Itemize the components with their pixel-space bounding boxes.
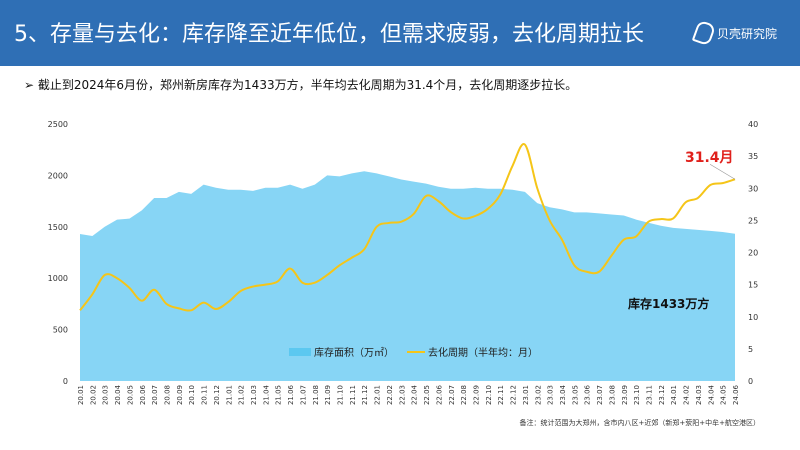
x-tick: 23.02 <box>534 385 542 405</box>
x-tick: 20.03 <box>102 385 110 405</box>
x-tick: 20.12 <box>213 385 221 405</box>
x-tick: 20.11 <box>201 385 209 405</box>
x-tick: 21.08 <box>312 385 320 405</box>
annotation-inventory: 库存1433万方 <box>628 296 709 311</box>
x-tick: 22.11 <box>497 385 505 405</box>
x-tick: 20.10 <box>188 385 196 405</box>
subtitle: ➢ 截止到2024年6月份，郑州新房库存为1433万方，半年均去化周期为31.4… <box>24 78 578 92</box>
x-tick: 23.04 <box>559 384 567 405</box>
x-tick: 22.02 <box>386 385 394 405</box>
yleft-tick: 2500 <box>48 120 68 129</box>
x-tick: 24.01 <box>670 385 678 405</box>
x-tick: 21.04 <box>262 384 270 405</box>
x-tick: 23.03 <box>547 385 555 405</box>
x-tick: 21.03 <box>250 385 258 405</box>
x-tick: 21.11 <box>349 385 357 405</box>
x-tick: 21.02 <box>238 385 246 405</box>
x-tick: 22.04 <box>411 384 419 405</box>
yright-tick: 15 <box>748 281 758 290</box>
x-tick: 23.06 <box>584 384 592 405</box>
x-tick: 22.10 <box>485 385 493 405</box>
x-tick: 22.01 <box>374 385 382 405</box>
chart: 0 500 1000 1500 2000 2500 0 5 10 15 20 25 30 35 40 20.0… <box>48 120 759 405</box>
x-tick: 22.07 <box>448 385 456 405</box>
x-tick: 22.06 <box>435 384 443 405</box>
legend-line-label: 去化周期（半年均：月） <box>428 346 538 359</box>
yright-tick: 40 <box>748 120 758 129</box>
x-tick: 20.09 <box>176 385 184 405</box>
x-tick: 22.03 <box>398 385 406 405</box>
footnote: 备注：统计范围为大郑州，含市内八区+近郊（新郑+荥阳+中牟+航空港区） <box>519 419 760 427</box>
x-tick: 24.03 <box>695 385 703 405</box>
x-tick: 20.04 <box>114 384 122 405</box>
x-tick: 21.01 <box>225 385 233 405</box>
x-tick: 24.05 <box>720 385 728 405</box>
yright-tick: 5 <box>748 345 753 354</box>
x-tick: 20.07 <box>151 385 159 405</box>
annotation-leader <box>709 163 736 180</box>
x-tick: 22.05 <box>423 385 431 405</box>
x-tick: 20.08 <box>164 385 172 405</box>
page-title: 5、存量与去化：库存降至近年低位，但需求疲弱，去化周期拉长 <box>14 22 644 47</box>
x-tick: 21.06 <box>287 384 295 405</box>
x-tick: 24.04 <box>707 384 715 405</box>
yleft-tick: 1500 <box>48 223 68 232</box>
x-tick: 21.12 <box>361 385 369 405</box>
yleft-tick: 0 <box>63 377 68 386</box>
annotation-cycle: 31.4月 <box>685 150 734 166</box>
yright-tick: 0 <box>748 377 753 386</box>
legend-area-swatch <box>289 348 311 356</box>
x-tick: 23.05 <box>571 385 579 405</box>
x-tick: 23.08 <box>608 385 616 405</box>
logo: 贝壳研究院 <box>691 19 778 47</box>
x-tick: 24.06 <box>732 384 740 405</box>
x-tick: 22.08 <box>460 385 468 405</box>
yleft-tick: 2000 <box>48 171 68 180</box>
cycle-line <box>79 143 736 312</box>
logo-text: 贝壳研究院 <box>717 26 778 41</box>
header-bar: 5、存量与去化：库存降至近年低位，但需求疲弱，去化周期拉长 贝壳研究院 <box>0 0 800 66</box>
yright-tick: 10 <box>748 313 758 322</box>
x-tick: 21.05 <box>275 385 283 405</box>
x-tick: 21.07 <box>299 385 307 405</box>
yleft-tick: 1000 <box>48 274 68 283</box>
x-tick: 23.07 <box>596 385 604 405</box>
x-tick: 21.09 <box>324 385 332 405</box>
x-tick: 20.05 <box>126 385 134 405</box>
x-tick: 20.06 <box>139 384 147 405</box>
yright-tick: 20 <box>748 249 758 258</box>
x-tick: 22.09 <box>472 385 480 405</box>
yleft-tick: 500 <box>53 326 68 335</box>
x-tick: 20.02 <box>89 385 97 405</box>
x-tick: 23.10 <box>633 385 641 405</box>
x-tick: 20.01 <box>77 385 85 405</box>
yright-tick: 30 <box>748 184 758 193</box>
x-tick: 21.10 <box>337 385 345 405</box>
inventory-area <box>80 171 735 381</box>
yright-tick: 35 <box>748 152 758 161</box>
x-tick: 23.11 <box>645 385 653 405</box>
x-tick: 23.01 <box>522 385 530 405</box>
yright-tick: 25 <box>748 216 758 225</box>
legend-area-label: 库存面积（万㎡） <box>314 346 394 359</box>
logo-icon <box>691 19 717 47</box>
x-tick: 22.12 <box>510 385 518 405</box>
x-tick: 23.12 <box>658 385 666 405</box>
x-tick: 24.02 <box>683 385 691 405</box>
x-tick: 23.09 <box>621 385 629 405</box>
